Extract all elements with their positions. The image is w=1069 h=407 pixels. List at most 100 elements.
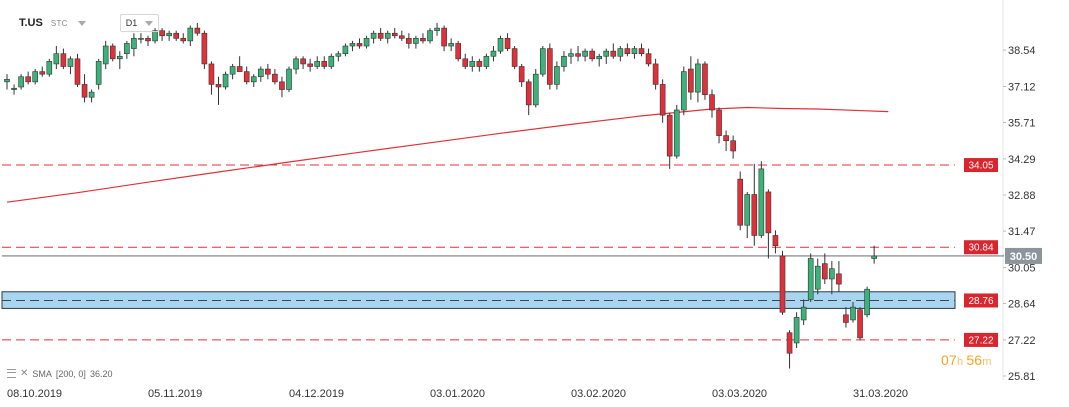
y-tick-label-5: 31.47 bbox=[1008, 226, 1036, 238]
candle-89 bbox=[631, 48, 638, 54]
candle-120 bbox=[850, 306, 856, 321]
countdown-hours: 07 bbox=[941, 352, 957, 368]
candle-40 bbox=[286, 68, 292, 90]
candle-117 bbox=[829, 268, 835, 280]
candle-113 bbox=[800, 306, 807, 321]
candle-95 bbox=[673, 109, 680, 157]
candle-3 bbox=[25, 76, 31, 83]
candle-97 bbox=[688, 68, 694, 93]
candle-96 bbox=[680, 71, 687, 111]
candle-114 bbox=[807, 258, 814, 300]
indicator-lines-icon bbox=[7, 369, 16, 378]
x-tick-label-5: 03.03.2020 bbox=[712, 388, 767, 400]
candle-80 bbox=[568, 53, 574, 57]
candle-71 bbox=[504, 38, 511, 49]
candle-32 bbox=[229, 66, 236, 75]
timezone-label: STC bbox=[50, 18, 68, 28]
y-tick-label-8: 27.22 bbox=[1008, 335, 1036, 347]
candle-22 bbox=[159, 30, 165, 37]
candle-47 bbox=[335, 53, 342, 57]
candle-104 bbox=[737, 178, 744, 226]
candle-5 bbox=[39, 71, 46, 75]
candle-111 bbox=[786, 332, 793, 354]
candle-82 bbox=[582, 50, 588, 57]
candle-16 bbox=[117, 55, 123, 60]
candle-39 bbox=[279, 81, 285, 90]
candle-18 bbox=[131, 38, 137, 49]
candle-7 bbox=[53, 53, 60, 65]
indicator-name: SMA bbox=[32, 368, 52, 379]
candle-8 bbox=[60, 53, 67, 67]
candle-70 bbox=[497, 38, 504, 52]
level-tag-label-1: 30.84 bbox=[968, 243, 993, 254]
level-tag-label-3: 27.22 bbox=[968, 335, 993, 346]
candle-109 bbox=[772, 235, 779, 246]
candle-106 bbox=[751, 194, 758, 236]
candle-43 bbox=[307, 63, 313, 67]
candle-81 bbox=[575, 53, 581, 57]
candle-23 bbox=[166, 32, 172, 37]
candle-73 bbox=[518, 66, 525, 83]
candle-72 bbox=[511, 48, 518, 67]
candle-21 bbox=[152, 30, 158, 42]
candle-58 bbox=[413, 38, 419, 44]
timeframe-chevron-down-icon bbox=[145, 20, 154, 26]
candle-41 bbox=[293, 58, 299, 70]
candle-69 bbox=[490, 50, 497, 57]
candle-79 bbox=[561, 55, 567, 67]
candle-0 bbox=[4, 78, 10, 83]
candle-92 bbox=[652, 63, 659, 85]
candle-112 bbox=[793, 317, 800, 344]
candle-86 bbox=[610, 50, 617, 57]
y-tick-label-6: 30.05 bbox=[1008, 262, 1036, 274]
candle-20 bbox=[145, 38, 151, 42]
candle-91 bbox=[645, 53, 652, 65]
y-tick-label-7: 28.64 bbox=[1008, 299, 1036, 311]
chevron-down-icon[interactable] bbox=[77, 20, 86, 26]
candle-88 bbox=[624, 48, 631, 54]
candle-4 bbox=[32, 71, 39, 83]
candle-15 bbox=[109, 45, 116, 60]
candle-68 bbox=[483, 55, 490, 67]
candle-59 bbox=[420, 38, 426, 42]
candle-14 bbox=[102, 45, 109, 65]
candle-10 bbox=[74, 58, 81, 85]
instrument-symbol[interactable]: T.US bbox=[19, 17, 43, 29]
timeframe-selector[interactable]: D1 bbox=[119, 14, 160, 32]
candle-26 bbox=[187, 27, 194, 42]
close-icon[interactable]: ✕ bbox=[20, 368, 29, 379]
y-tick-label-9: 25.81 bbox=[1008, 371, 1036, 383]
indicator-legend[interactable]: ✕ SMA [200, 0] 36.20 bbox=[7, 368, 112, 379]
candle-98 bbox=[695, 63, 701, 93]
candle-57 bbox=[406, 38, 412, 44]
candle-36 bbox=[257, 68, 264, 78]
y-tick-label-1: 37.12 bbox=[1008, 81, 1036, 93]
candle-24 bbox=[173, 32, 179, 39]
y-tick-label-2: 35.71 bbox=[1008, 118, 1036, 130]
candle-87 bbox=[617, 48, 624, 57]
y-tick-label-0: 38.54 bbox=[1008, 45, 1036, 57]
candle-102 bbox=[723, 135, 729, 142]
indicator-params: [200, 0] bbox=[55, 368, 86, 379]
candle-93 bbox=[659, 84, 666, 116]
candle-90 bbox=[638, 48, 645, 54]
indicator-value: 36.20 bbox=[89, 368, 113, 379]
timeframe-label: D1 bbox=[125, 18, 138, 28]
candle-118 bbox=[836, 273, 842, 285]
candle-105 bbox=[744, 194, 751, 226]
current-price-label: 30.50 bbox=[1010, 251, 1038, 263]
candle-50 bbox=[356, 43, 363, 47]
candle-1 bbox=[11, 87, 17, 90]
candle-33 bbox=[236, 66, 243, 72]
chart-header: T.US STC D1 bbox=[19, 14, 160, 32]
candle-101 bbox=[716, 109, 722, 136]
candle-countdown: 07h 56m bbox=[941, 352, 995, 368]
candle-11 bbox=[81, 84, 88, 98]
candle-31 bbox=[222, 73, 229, 88]
candle-110 bbox=[779, 255, 786, 313]
candle-25 bbox=[180, 38, 187, 42]
candle-42 bbox=[300, 58, 306, 65]
candle-66 bbox=[469, 61, 476, 67]
